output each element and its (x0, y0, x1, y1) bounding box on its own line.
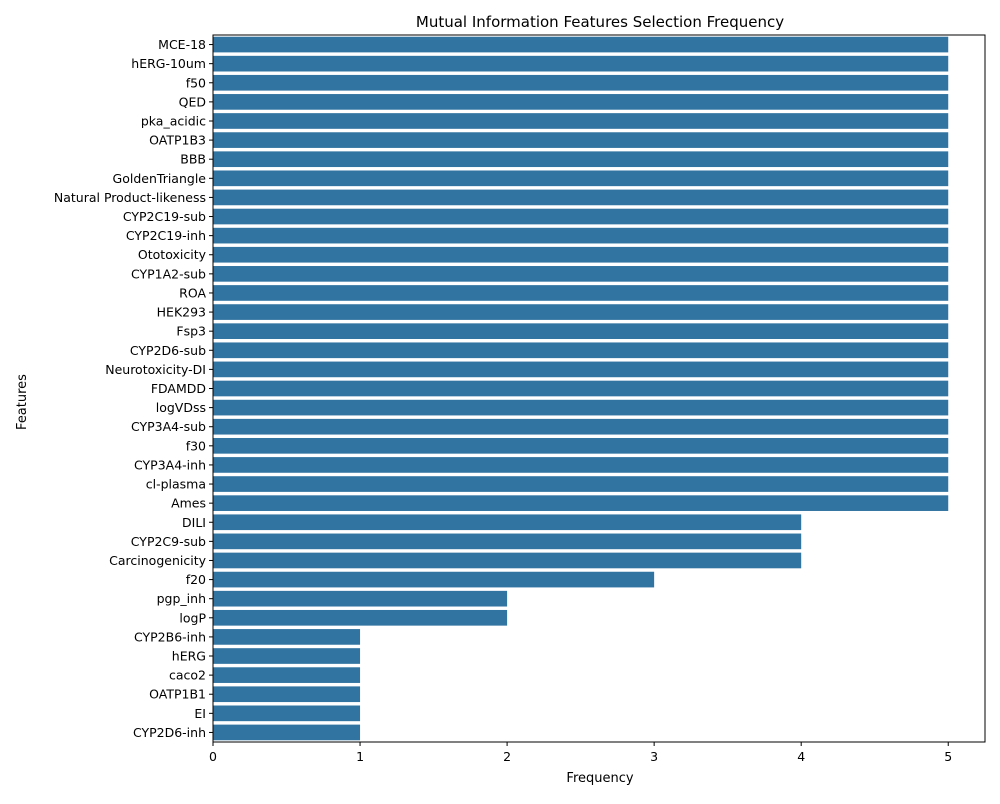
y-tick-label: EI (194, 706, 206, 721)
bar-pgp-inh (213, 590, 508, 607)
x-tick-label: 0 (209, 749, 217, 764)
bar-neurotoxicity-di (213, 361, 949, 378)
bar-cyp2d6-sub (213, 342, 949, 359)
x-tick-label: 3 (650, 749, 658, 764)
y-tick-label: HEK293 (157, 305, 206, 320)
bar-cyp2c19-sub (213, 208, 949, 225)
bar-roa (213, 285, 949, 301)
x-tick-label: 5 (944, 749, 952, 764)
y-tick-label: GoldenTriangle (113, 171, 207, 186)
x-axis-label: Frequency (566, 771, 633, 786)
y-tick-label: caco2 (169, 668, 206, 683)
y-tick-label: Natural Product-likeness (54, 190, 206, 205)
y-tick-label: OATP1B1 (149, 687, 206, 702)
y-tick-label: hERG (172, 649, 206, 664)
y-tick-label: CYP2D6-sub (130, 343, 206, 358)
y-tick-label: QED (179, 94, 206, 109)
y-tick-label: pgp_inh (157, 591, 206, 606)
bar-caco2 (213, 667, 361, 683)
y-tick-label: CYP3A4-sub (131, 419, 206, 434)
chart-title: Mutual Information Features Selection Fr… (416, 13, 784, 31)
bars-group (213, 36, 949, 741)
bar-fdamdd (213, 380, 949, 397)
y-tick-label: CYP2B6-inh (134, 629, 206, 644)
bar-cyp3a4-inh (213, 457, 949, 473)
x-axis-ticks: 0 1 2 3 4 5 (209, 742, 952, 764)
bar-ames (213, 495, 949, 511)
y-tick-label: CYP2C9-sub (131, 534, 206, 549)
bar-herg-10um (213, 55, 949, 72)
bar-cyp2c9-sub (213, 533, 802, 550)
y-tick-label: logP (179, 610, 206, 625)
axes-frame (212, 34, 986, 743)
bar-f50 (213, 74, 949, 91)
bar-qed (213, 94, 949, 110)
bar-hek293 (213, 304, 949, 320)
bar-oatp1b3 (213, 132, 949, 148)
bar-pka-acidic (213, 113, 949, 129)
bar-cyp1a2-sub (213, 266, 949, 282)
x-tick-label: 4 (797, 749, 805, 764)
y-tick-label: f20 (186, 572, 206, 587)
y-tick-label: OATP1B3 (149, 133, 206, 148)
bar-goldentriangle (213, 170, 949, 187)
bar-carcinogenicity (213, 552, 802, 569)
bar-cyp2c19-inh (213, 227, 949, 244)
y-tick-label: logVDss (156, 400, 206, 415)
y-tick-label: ROA (179, 285, 206, 300)
bar-mce-18 (213, 36, 949, 53)
y-tick-label: Fsp3 (176, 324, 206, 339)
y-tick-label: f30 (186, 438, 206, 453)
bar-cyp3a4-sub (213, 418, 949, 435)
y-tick-label: BBB (180, 152, 206, 167)
y-tick-label: pka_acidic (141, 113, 206, 128)
bar-ei (213, 705, 361, 722)
y-tick-label: Carcinogenicity (109, 553, 206, 568)
y-tick-label: CYP3A4-inh (134, 457, 206, 472)
bar-f20 (213, 571, 655, 588)
y-tick-label: CYP2C19-inh (126, 228, 206, 243)
bar-ototoxicity (213, 246, 949, 263)
y-tick-label: FDAMDD (151, 381, 206, 396)
x-tick-label: 2 (503, 749, 511, 764)
plot-frame (212, 34, 986, 743)
bar-cl-plasma (213, 476, 949, 492)
bar-oatp1b1 (213, 686, 361, 703)
bar-fsp3 (213, 323, 949, 340)
y-tick-label: f50 (186, 75, 206, 90)
y-tick-label: CYP1A2-sub (131, 266, 206, 281)
y-tick-label: hERG-10um (131, 56, 206, 71)
bar-cyp2d6-inh (213, 724, 361, 741)
bar-cyp2b6-inh (213, 629, 361, 645)
bar-logp (213, 609, 508, 626)
y-axis-label: Features (15, 374, 30, 430)
y-tick-label: CYP2D6-inh (133, 725, 206, 740)
bar-logvdss (213, 399, 949, 416)
y-tick-label: Neurotoxicity-DI (105, 362, 206, 377)
y-tick-label: cl-plasma (146, 477, 206, 492)
y-tick-label: Ames (171, 496, 206, 511)
y-tick-label: CYP2C19-sub (123, 209, 206, 224)
y-tick-label: DILI (182, 515, 206, 530)
y-tick-label: MCE-18 (158, 37, 206, 52)
bar-dili (213, 514, 802, 531)
bar-natural-product-likeness (213, 189, 949, 206)
bar-f30 (213, 437, 949, 454)
x-tick-label: 1 (356, 749, 364, 764)
bar-herg (213, 648, 361, 664)
bar-bbb (213, 151, 949, 168)
y-tick-label: Ototoxicity (138, 247, 207, 262)
y-axis-ticks: MCE-18 hERG-10um f50 QED pka_acidic OATP1B3 BB… (54, 37, 213, 740)
